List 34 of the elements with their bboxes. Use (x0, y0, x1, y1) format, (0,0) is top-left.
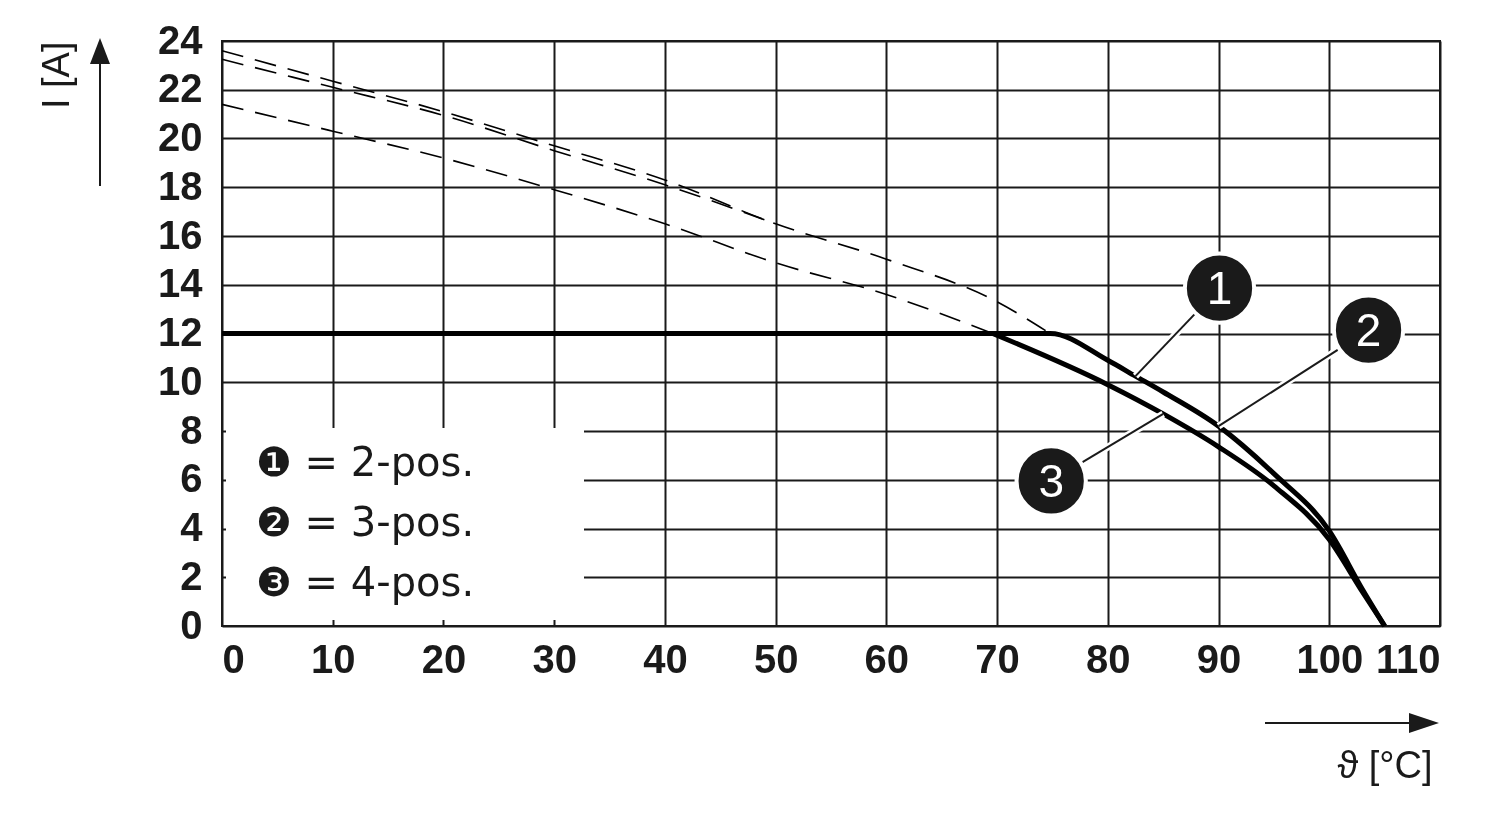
y-tick-label: 2 (180, 553, 203, 598)
annotation: 1 (1206, 262, 1233, 315)
legend-panel: ❶ = 2-pos. ❷ = 3-pos. ❸ = 4-pos. (226, 428, 584, 620)
y-tick-label: 14 (158, 261, 204, 306)
y-tick-label: 24 (158, 17, 204, 62)
y-tick-label: 12 (158, 310, 203, 354)
y-tick-label: 8 (180, 407, 203, 452)
y-tick-label: 10 (158, 358, 203, 403)
x-tick-label: 60 (864, 636, 910, 681)
x-tick-label: 70 (975, 636, 1020, 681)
y-tick-label: 22 (158, 66, 203, 111)
annotation: ❸ = 4-pos. (255, 558, 476, 607)
y-tick-label: 0 (180, 602, 203, 647)
x-tick-label: 80 (1086, 636, 1131, 681)
y-tick-label: 16 (158, 212, 203, 257)
annotation: ❶ = 2-pos. (255, 438, 476, 487)
x-tick-label: 90 (1196, 636, 1242, 681)
annotation: 3 (1038, 454, 1064, 507)
y-tick-label: 18 (158, 163, 203, 208)
y-axis-title: I [A] (34, 41, 77, 110)
annotation: 2 (1355, 304, 1382, 357)
y-tick-label: 20 (158, 115, 203, 159)
x-tick-label: 40 (643, 636, 688, 681)
annotation: ❷ = 3-pos. (255, 498, 476, 547)
x-tick-label: 10 (310, 636, 356, 681)
y-tick-label: 6 (180, 456, 203, 501)
x-axis-title: ϑ [°C] (1337, 743, 1433, 786)
x-tick-label: 100 (1296, 636, 1364, 681)
x-tick-label: 110 (1375, 636, 1441, 681)
x-tick-label: 50 (753, 636, 799, 681)
y-tick-label: 4 (180, 505, 204, 549)
x-tick-label: 0 (222, 636, 245, 681)
x-tick-label: 30 (532, 636, 577, 681)
x-tick-label: 20 (421, 636, 467, 681)
